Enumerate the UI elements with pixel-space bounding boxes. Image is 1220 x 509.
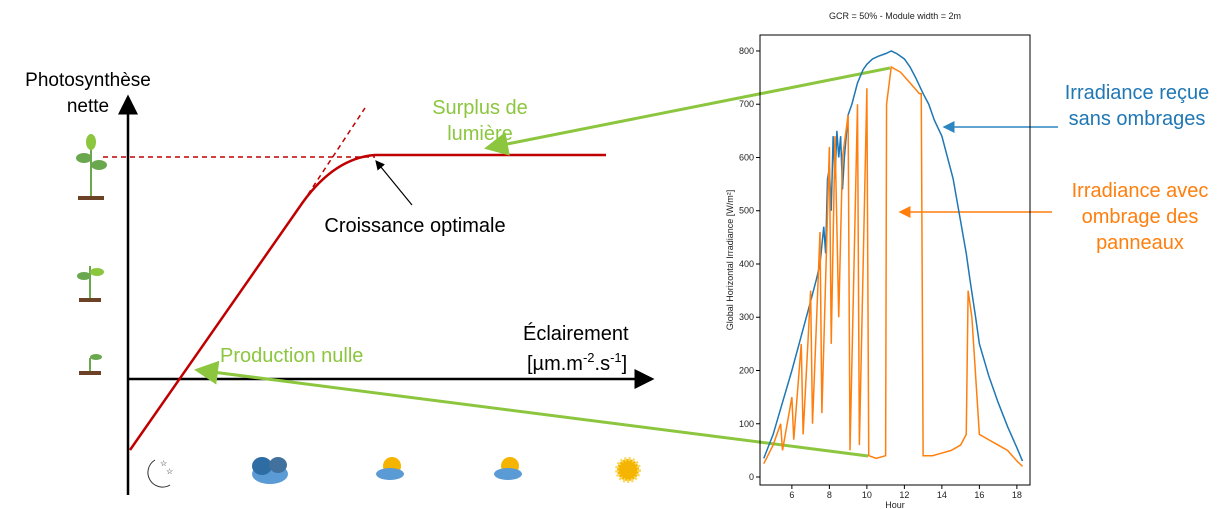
y-axis-label: Photosynthèse nette [8, 68, 168, 120]
x-axis-title: Hour [885, 500, 905, 509]
optimal-label: Croissance optimale [324, 215, 505, 237]
unit-part: -2 [583, 350, 595, 365]
x-tick-label: 10 [862, 490, 872, 500]
x-tick-label: 16 [974, 490, 984, 500]
y-tick-label: 0 [749, 472, 754, 482]
legend-entry: Irradiance avec ombrage des panneaux [1060, 178, 1220, 256]
x-axis-label: Éclairement [523, 322, 629, 345]
unit-part: .s [595, 353, 611, 375]
pointer [376, 161, 412, 205]
chart-title: GCR = 50% - Module width = 2m [829, 11, 961, 21]
x-tick-label: 18 [1012, 490, 1022, 500]
sun-cloud-icon [376, 457, 404, 480]
x-axis-unit: [µm.m-2.s-1] [527, 350, 627, 375]
plant-icon [76, 134, 107, 200]
page: ☆☆ Croissance optimale Production nulle … [0, 0, 1220, 509]
unit-part: ] [622, 353, 628, 375]
y-tick-label: 700 [739, 99, 754, 109]
sun-icon [617, 459, 639, 481]
y-axis-title: Global Horizontal Irradiance [W/m²] [725, 190, 735, 331]
unit-part: [µm.m [527, 353, 583, 375]
y-tick-label: 200 [739, 366, 754, 376]
y-tick-label: 600 [739, 152, 754, 162]
response-curve [130, 155, 606, 450]
cloud-icon [252, 457, 288, 484]
plant-icon [77, 266, 104, 302]
slope [303, 108, 365, 202]
x-tick-label: 12 [899, 490, 909, 500]
link-arrow [197, 370, 868, 456]
sun-cloud-icon [494, 457, 522, 480]
y-tick-label: 500 [739, 206, 754, 216]
moon-icon: ☆☆ [148, 459, 173, 487]
y-tick-label: 300 [739, 312, 754, 322]
x-tick-label: 8 [827, 490, 832, 500]
legend-entry: Irradiance reçue sans ombrages [1062, 80, 1212, 132]
y-tick-label: 400 [739, 259, 754, 269]
slide: ☆☆ Croissance optimale Production nulle … [0, 0, 1220, 509]
y-tick-label: 800 [739, 46, 754, 56]
plot-frame [760, 35, 1030, 485]
y-tick-label: 100 [739, 419, 754, 429]
zero-label: Production nulle [220, 345, 363, 367]
surplus-label: Surplus de lumière [405, 95, 555, 147]
unit-part: -1 [610, 350, 622, 365]
x-tick-label: 14 [937, 490, 947, 500]
x-tick-label: 6 [789, 490, 794, 500]
plant-icon [79, 354, 102, 375]
svg-text:☆: ☆ [166, 467, 173, 476]
chart: GCR = 50% - Module width = 2m Hour Globa… [725, 11, 1030, 509]
